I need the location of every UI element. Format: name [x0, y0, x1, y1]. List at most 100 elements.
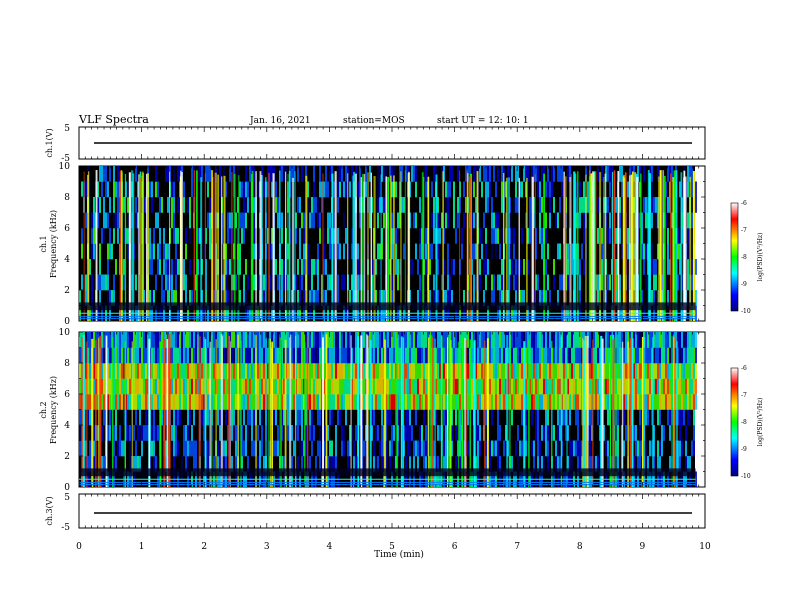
sferic-streak: [284, 339, 287, 487]
spectral-cell: [157, 378, 159, 395]
sferic-streak: [569, 176, 572, 321]
spectral-cell: [175, 274, 177, 291]
spectral-cell: [493, 332, 495, 348]
spectral-cell: [647, 347, 649, 364]
spectral-cell: [589, 363, 591, 379]
spectral-cell: [619, 394, 621, 410]
spectral-cell: [559, 363, 561, 379]
spectral-cell: [143, 425, 145, 441]
spectral-cell: [489, 347, 491, 364]
spectral-cell: [311, 212, 313, 229]
spectral-cell: [323, 332, 325, 348]
spectral-cell: [511, 394, 513, 410]
spectral-cell: [357, 274, 359, 291]
spectral-cell: [381, 456, 383, 472]
spectral-cell: [647, 394, 649, 410]
spectral-cell: [483, 290, 485, 306]
spectral-cell: [263, 456, 265, 472]
spectral-cell: [107, 347, 109, 364]
spectral-cell: [689, 409, 691, 426]
spectral-cell: [487, 197, 489, 213]
spectral-cell: [277, 347, 279, 364]
spectral-cell: [619, 332, 621, 348]
spectral-cell: [133, 394, 135, 410]
spectral-cell: [335, 378, 337, 395]
spectral-cell: [515, 332, 517, 348]
spectral-cell: [307, 243, 309, 260]
spectral-cell: [239, 259, 241, 275]
spectral-cell: [311, 347, 313, 364]
spectral-cell: [475, 212, 477, 229]
spectral-cell: [653, 378, 655, 395]
spectral-cell: [339, 378, 341, 395]
spectral-cell: [257, 347, 259, 364]
spectral-cell: [407, 425, 409, 441]
spectral-cell: [213, 347, 215, 364]
spectral-cell: [535, 332, 537, 348]
spectral-cell: [437, 332, 439, 348]
spectral-cell: [321, 363, 323, 379]
spectral-cell: [167, 243, 169, 260]
spectral-cell: [309, 409, 311, 426]
spectral-cell: [689, 332, 691, 348]
spectral-cell: [645, 456, 647, 472]
spectral-cell: [219, 181, 221, 198]
spectral-cell: [525, 347, 527, 364]
spectral-cell: [489, 378, 491, 395]
spectral-cell: [227, 332, 229, 348]
spectral-cell: [679, 378, 681, 395]
spectral-cell: [635, 347, 637, 364]
spectral-cell: [297, 259, 299, 275]
spectral-cell: [491, 409, 493, 426]
spectral-cell: [615, 259, 617, 275]
spectral-cell: [653, 394, 655, 410]
spectral-cell: [225, 378, 227, 395]
spectral-cell: [521, 347, 523, 364]
spectral-cell: [499, 332, 501, 348]
spectral-cell: [135, 166, 137, 182]
spectral-cell: [343, 394, 345, 410]
spectral-cell: [85, 212, 87, 229]
spectral-cell: [535, 228, 537, 244]
sferic-streak: [407, 171, 411, 321]
spectral-cell: [517, 347, 519, 364]
spectral-cell: [595, 378, 597, 395]
spectral-cell: [509, 228, 511, 244]
spectral-cell: [545, 347, 547, 364]
spectral-cell: [153, 409, 155, 426]
sferic-streak: [592, 339, 594, 487]
spectral-cell: [281, 394, 283, 410]
spectral-cell: [119, 425, 121, 441]
sferic-streak: [289, 337, 291, 487]
spectral-cell: [277, 197, 279, 213]
spectral-cell: [689, 347, 691, 364]
spectral-cell: [497, 363, 499, 379]
spectral-cell: [307, 259, 309, 275]
spectral-cell: [363, 347, 365, 364]
spectral-cell: [397, 212, 399, 229]
spectral-cell: [501, 290, 503, 306]
spectral-cell: [179, 409, 181, 426]
spectral-cell: [177, 332, 179, 348]
spectral-cell: [173, 197, 175, 213]
spectral-cell: [311, 332, 313, 348]
spectral-cell: [413, 347, 415, 364]
spectral-cell: [571, 259, 573, 275]
spectral-cell: [505, 290, 507, 306]
sferic-streak: [295, 335, 297, 487]
spectral-cell: [207, 394, 209, 410]
spectral-cell: [291, 425, 293, 441]
spectral-cell: [519, 440, 521, 457]
spectral-cell: [103, 197, 105, 213]
spectral-cell: [527, 363, 529, 379]
spectral-cell: [531, 409, 533, 426]
spectral-cell: [509, 274, 511, 291]
spectral-cell: [121, 378, 123, 395]
spectral-cell: [679, 181, 681, 198]
spectral-cell: [677, 243, 679, 260]
spectral-cell: [263, 347, 265, 364]
spectral-cell: [281, 332, 283, 348]
spectral-cell: [253, 228, 255, 244]
spectral-cell: [283, 378, 285, 395]
spectral-cell: [485, 363, 487, 379]
